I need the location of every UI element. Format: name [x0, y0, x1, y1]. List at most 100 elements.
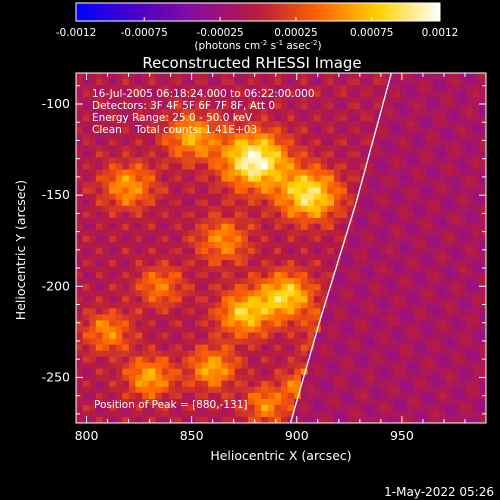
heatmap-cell	[161, 416, 170, 423]
heatmap-cell	[208, 296, 216, 303]
heatmap-cell	[433, 284, 441, 291]
heatmap-cell	[360, 109, 368, 116]
heatmap-cell	[267, 308, 275, 315]
heatmap-cell	[142, 410, 150, 418]
heatmap-cell	[281, 392, 289, 400]
heatmap-cell	[353, 368, 361, 376]
heatmap-cell	[95, 314, 103, 321]
heatmap-cell	[366, 181, 375, 189]
heatmap-cell	[234, 386, 242, 394]
heatmap-cell	[109, 302, 117, 309]
heatmap-cell	[195, 260, 203, 267]
heatmap-cell	[419, 278, 427, 285]
heatmap-cell	[366, 308, 375, 315]
heatmap-cell	[122, 133, 130, 140]
heatmap-cell	[406, 332, 414, 340]
heatmap-cell	[479, 229, 486, 237]
heatmap-cell	[406, 205, 414, 213]
heatmap-cell	[161, 97, 170, 104]
heatmap-cell	[148, 169, 156, 177]
heatmap-cell	[373, 109, 381, 116]
heatmap-cell	[347, 187, 355, 195]
heatmap-cell	[148, 199, 156, 207]
heatmap-cell	[188, 332, 196, 340]
heatmap-cell	[228, 248, 236, 255]
heatmap-cell	[353, 296, 361, 303]
heatmap-cell	[247, 266, 256, 273]
heatmap-cell	[353, 151, 361, 158]
heatmap-cell	[406, 356, 414, 364]
heatmap-cell	[89, 127, 97, 134]
heatmap-cell	[267, 169, 275, 177]
heatmap-cell	[393, 314, 401, 321]
heatmap-cell	[254, 157, 262, 165]
heatmap-cell	[261, 410, 269, 418]
heatmap-cell	[267, 260, 275, 267]
heatmap-cell	[406, 368, 414, 376]
heatmap-cell	[307, 290, 315, 297]
heatmap-cell	[181, 181, 189, 189]
colorbar-tick-label: 0.0012	[422, 27, 459, 39]
heatmap-cell	[208, 332, 216, 340]
heatmap-cell	[439, 386, 447, 394]
heatmap-cell	[142, 404, 150, 412]
heatmap-cell	[413, 175, 421, 183]
heatmap-cell	[95, 320, 103, 327]
heatmap-cell	[426, 97, 434, 104]
heatmap-cell	[148, 416, 156, 423]
heatmap-cell	[148, 205, 156, 213]
heatmap-cell	[188, 217, 196, 225]
heatmap-cell	[221, 79, 229, 86]
heatmap-cell	[122, 404, 130, 412]
heatmap-cell	[452, 296, 461, 303]
heatmap-cell	[254, 278, 262, 285]
heatmap-cell	[148, 374, 156, 382]
heatmap-cell	[247, 308, 256, 315]
heatmap-cell	[195, 314, 203, 321]
heatmap-cell	[161, 193, 170, 201]
heatmap-cell	[122, 374, 130, 382]
heatmap-cell	[142, 338, 150, 346]
heatmap-cell	[333, 109, 342, 116]
heatmap-cell	[261, 151, 269, 158]
heatmap-cell	[452, 175, 461, 183]
heatmap-cell	[393, 350, 401, 358]
heatmap-cell	[333, 410, 342, 418]
heatmap-cell	[155, 344, 163, 352]
heatmap-cell	[267, 332, 275, 340]
heatmap-cell	[148, 338, 156, 346]
heatmap-cell	[76, 91, 84, 98]
heatmap-cell	[314, 223, 322, 231]
heatmap-cell	[406, 326, 414, 333]
heatmap-cell	[340, 115, 348, 122]
heatmap-cell	[333, 235, 342, 243]
heatmap-cell	[128, 350, 137, 358]
heatmap-cell	[452, 223, 461, 231]
heatmap-cell	[201, 392, 209, 400]
heatmap-cell	[175, 193, 183, 201]
heatmap-cell	[254, 410, 262, 418]
heatmap-cell	[135, 410, 143, 418]
heatmap-cell	[479, 91, 486, 98]
heatmap-cell	[433, 380, 441, 388]
heatmap-cell	[281, 133, 289, 140]
heatmap-cell	[214, 205, 222, 213]
heatmap-cell	[241, 362, 249, 370]
heatmap-cell	[261, 181, 269, 189]
heatmap-cell	[234, 223, 242, 231]
heatmap-cell	[287, 392, 295, 400]
heatmap-cell	[221, 410, 229, 418]
heatmap-cell	[208, 326, 216, 333]
heatmap-cell	[386, 272, 394, 279]
heatmap-cell	[294, 157, 302, 165]
heatmap-cell	[353, 145, 361, 152]
heatmap-cell	[281, 145, 289, 152]
heatmap-cell	[102, 260, 110, 267]
heatmap-cell	[102, 97, 110, 104]
heatmap-cell	[307, 248, 315, 255]
heatmap-cell	[287, 217, 295, 225]
heatmap-cell	[426, 211, 434, 219]
heatmap-cell	[466, 223, 474, 231]
heatmap-cell	[128, 416, 137, 423]
heatmap-cell	[347, 248, 355, 255]
